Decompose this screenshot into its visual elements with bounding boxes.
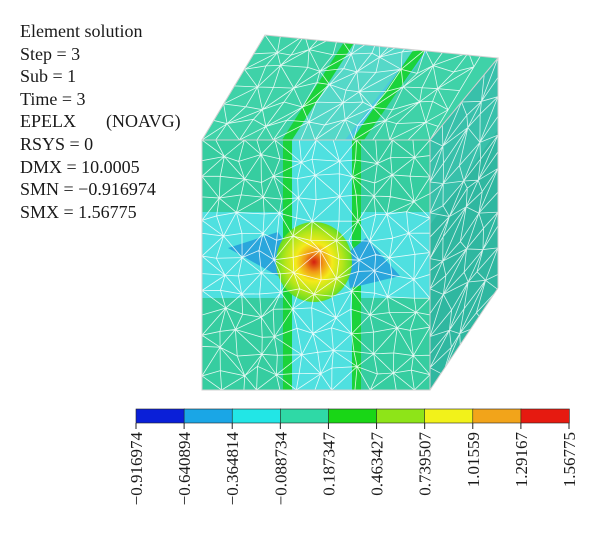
legend-color-swatch — [280, 408, 330, 424]
side-face-mesh — [430, 58, 498, 390]
dmx-label: DMX = 10.0005 — [20, 156, 140, 177]
legend-color-swatch — [328, 408, 378, 424]
legend-color-swatch — [424, 408, 474, 424]
avg-label: (NOAVG) — [106, 111, 181, 132]
legend-tick-label: −0.088734 — [271, 432, 290, 506]
legend-color-swatch — [231, 408, 282, 424]
legend-tick-label: 1.56775 — [560, 432, 579, 487]
solution-title: Element solution — [20, 21, 143, 41]
cube-top-face — [202, 35, 498, 140]
time-label: Time = 3 — [20, 88, 86, 109]
legend-tick-label: −0.916974 — [127, 432, 146, 506]
cube-front-face — [202, 140, 430, 390]
legend-tick-label: 1.01559 — [464, 432, 483, 487]
smx-label: SMX = 1.56775 — [20, 201, 137, 222]
legend-tick-label: 0.739507 — [416, 432, 435, 496]
legend-color-swatch — [376, 408, 426, 424]
legend-color-swatch — [135, 408, 185, 424]
legend-tick-label: −0.640894 — [175, 432, 194, 506]
legend-tick-label: 0.187347 — [319, 432, 338, 496]
front-face-mesh — [202, 140, 430, 390]
legend-color-swatch — [520, 408, 570, 424]
sub-label: Sub = 1 — [20, 66, 77, 87]
solution-info-block: Element solution Step = 3 Sub = 1 Time =… — [20, 20, 181, 223]
step-label: Step = 3 — [20, 43, 81, 64]
legend-color-swatch — [472, 408, 522, 424]
legend-tick-label: 1.29167 — [512, 432, 531, 488]
cube-side-face — [430, 58, 498, 390]
smn-label: SMN = −0.916974 — [20, 179, 156, 200]
legend-tick-label: −0.364814 — [223, 432, 242, 506]
quantity-row: EPELX (NOAVG) — [20, 110, 181, 133]
cube-edges — [201, 34, 499, 391]
quantity-label: EPELX — [20, 111, 76, 132]
legend-tick-label: 0.463427 — [368, 432, 387, 496]
legend-color-swatch — [183, 408, 233, 424]
rsys-label: RSYS = 0 — [20, 133, 94, 154]
